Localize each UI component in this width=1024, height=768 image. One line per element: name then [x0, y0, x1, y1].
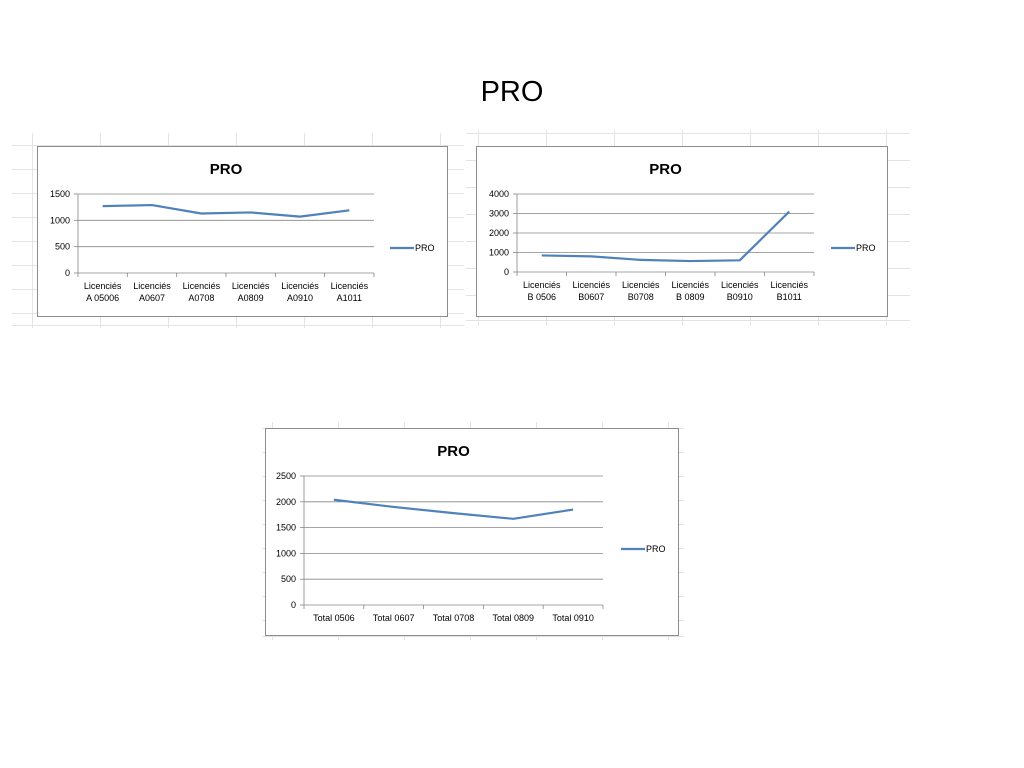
- chart-pro-b: PRO 0 1000 2000 3000 4000 Licenciés B 0506 Licen…: [476, 146, 888, 317]
- chart-pro-total: PRO 0 500 1000 1500 2000 2500 Total 0506 Total 0…: [265, 428, 679, 636]
- x-tick-label: B0708: [628, 292, 654, 302]
- x-tick-label: Licenciés: [331, 281, 369, 291]
- series-line: [541, 210, 791, 263]
- x-tick-label: B1011: [777, 292, 802, 302]
- sheet-gridline: [32, 133, 33, 328]
- sheet-gridline: [466, 320, 910, 321]
- x-tick-label: Licenciés: [671, 280, 709, 290]
- x-tick-label: A 05006: [86, 293, 119, 303]
- chart-title: PRO: [437, 443, 470, 460]
- sheet-gridline: [12, 325, 464, 326]
- x-tick-label: A1011: [337, 293, 362, 303]
- x-tick-label: B0607: [578, 292, 604, 302]
- x-tick-label: Licenciés: [721, 280, 759, 290]
- x-tick-label: A0708: [188, 293, 214, 303]
- y-tick-label: 0: [291, 600, 296, 610]
- y-tick-label: 2500: [276, 471, 296, 481]
- chart-pro-a: PRO 0 500 1000 1500 Licenciés A 05006 Licenciés…: [37, 146, 448, 317]
- x-tick-label: Licenciés: [622, 280, 660, 290]
- x-tick-label: Licenciés: [523, 280, 561, 290]
- legend-label: PRO: [856, 243, 876, 253]
- x-tick-label: A0607: [139, 293, 165, 303]
- y-tick-label: 1000: [489, 248, 509, 258]
- sheet-gridline: [466, 133, 910, 134]
- x-tick-label: Licenciés: [232, 281, 270, 291]
- chart-svg: PRO 0 1000 2000 3000 4000 Licenciés B 0506 Licen…: [489, 161, 876, 302]
- chart-title: PRO: [649, 161, 682, 178]
- y-tick-label: 0: [504, 267, 509, 277]
- x-tick-label: Licenciés: [572, 280, 610, 290]
- x-tick-label: B 0506: [527, 292, 556, 302]
- y-tick-label: 2000: [276, 497, 296, 507]
- y-tick-label: 4000: [489, 189, 509, 199]
- x-tick-label: B 0809: [676, 292, 705, 302]
- x-tick-label: A0809: [238, 293, 264, 303]
- x-tick-label: Licenciés: [183, 281, 221, 291]
- x-tick-label: Total 0809: [493, 613, 535, 623]
- series-line: [102, 203, 350, 218]
- chart-title: PRO: [210, 161, 243, 178]
- chart-svg: PRO 0 500 1000 1500 2000 2500 Total 0506 Total 0…: [276, 443, 666, 623]
- x-tick-label: Total 0910: [552, 613, 594, 623]
- x-tick-label: Licenciés: [281, 281, 319, 291]
- y-tick-label: 1000: [276, 548, 296, 558]
- y-tick-label: 2000: [489, 228, 509, 238]
- sheet-gridline: [12, 145, 464, 146]
- x-tick-label: Licenciés: [133, 281, 171, 291]
- sheet-gridline: [262, 636, 684, 637]
- y-tick-label: 3000: [489, 209, 509, 219]
- x-tick-label: Total 0708: [433, 613, 475, 623]
- y-tick-label: 1500: [276, 523, 296, 533]
- slide-title: PRO: [480, 76, 544, 108]
- y-tick-label: 1500: [50, 189, 70, 199]
- y-tick-label: 0: [65, 268, 70, 278]
- chart-svg: PRO 0 500 1000 1500 Licenciés A 05006 Licenciés…: [50, 161, 435, 303]
- y-tick-label: 1000: [50, 215, 70, 225]
- x-tick-label: Total 0506: [313, 613, 355, 623]
- x-tick-label: Total 0607: [373, 613, 415, 623]
- x-tick-label: Licenciés: [84, 281, 122, 291]
- y-tick-label: 500: [55, 242, 70, 252]
- series-line: [333, 498, 574, 520]
- x-tick-label: B0910: [727, 292, 753, 302]
- legend-label: PRO: [415, 243, 435, 253]
- y-tick-label: 500: [281, 574, 296, 584]
- legend-label: PRO: [646, 544, 666, 554]
- x-tick-label: A0910: [287, 293, 313, 303]
- x-tick-label: Licenciés: [770, 280, 808, 290]
